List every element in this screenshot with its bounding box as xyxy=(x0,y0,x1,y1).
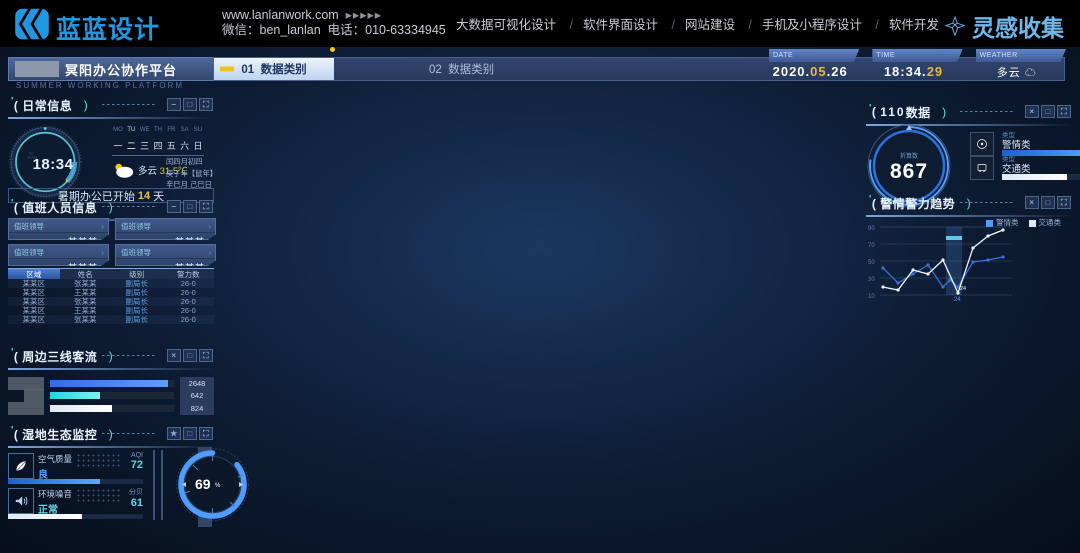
svg-text:69: 69 xyxy=(195,476,211,492)
svg-text:24: 24 xyxy=(954,297,961,303)
svg-text:30: 30 xyxy=(868,277,875,283)
svg-text:10: 10 xyxy=(868,294,875,300)
svg-text:70: 70 xyxy=(868,243,875,249)
svg-text:24: 24 xyxy=(960,286,966,292)
svg-text:90: 90 xyxy=(868,226,875,232)
svg-text:%: % xyxy=(215,483,221,489)
svg-text:50: 50 xyxy=(868,260,875,266)
